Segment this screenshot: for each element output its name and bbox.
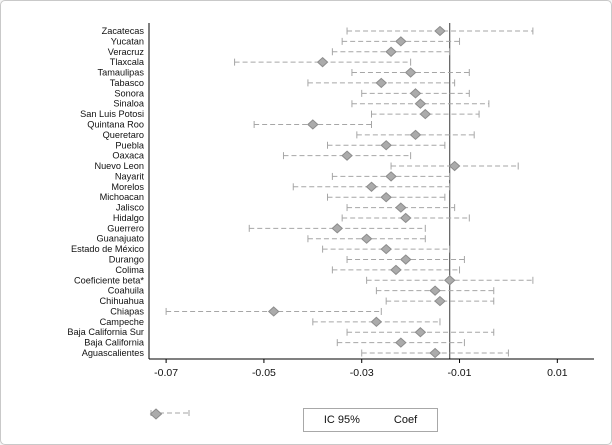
y-category-label: Colima: [115, 265, 144, 275]
coef-marker: [267, 306, 280, 317]
x-tick-label: 0.01: [547, 367, 568, 379]
y-category-label: Guanajuato: [96, 234, 144, 244]
x-tick-label: -0.07: [154, 367, 178, 379]
y-category-label: Coahuila: [108, 286, 145, 296]
y-category-label: Quintana Roo: [87, 119, 144, 129]
y-category-label: Estado de México: [71, 244, 144, 254]
y-category-label: Baja California Sur: [67, 327, 144, 337]
coef-marker: [370, 316, 383, 328]
y-category-label: Puebla: [115, 140, 144, 150]
y-category-label: Aguascalientes: [82, 348, 145, 358]
y-category-label: Chiapas: [110, 306, 144, 316]
y-category-label: Oaxaca: [112, 151, 145, 161]
y-category-label: Queretaro: [103, 130, 144, 140]
coef-marker: [404, 67, 417, 78]
x-tick-label: -0.05: [252, 367, 276, 379]
y-category-label: Durango: [109, 255, 144, 265]
legend-box: IC 95% Coef: [149, 408, 439, 432]
y-category-label: Veracruz: [108, 47, 145, 57]
y-category-label: Nuevo Leon: [94, 161, 144, 171]
coef-marker: [434, 295, 446, 307]
coef-marker: [395, 337, 407, 348]
coef-marker: [395, 36, 407, 47]
y-category-label: Hidalgo: [113, 213, 144, 223]
coef-marker: [414, 98, 427, 109]
legend: IC 95% Coef: [149, 408, 592, 432]
y-category-label: Sonora: [114, 88, 145, 98]
y-category-label: Guerrero: [107, 223, 144, 233]
coef-marker: [365, 181, 378, 192]
y-category-label: Nayarit: [115, 171, 145, 181]
y-category-label: Zacatecas: [102, 26, 145, 36]
coef-marker: [429, 285, 441, 296]
coef-marker: [307, 119, 319, 130]
legend-label-ic95: IC 95%: [323, 414, 360, 426]
coef-marker: [429, 347, 441, 359]
coef-marker: [316, 56, 329, 68]
coef-marker: [341, 150, 353, 161]
coef-marker: [390, 264, 402, 276]
coef-marker: [385, 171, 397, 182]
diamond-marker-icon: [149, 408, 163, 420]
coef-marker: [385, 46, 397, 57]
coef-marker: [443, 275, 456, 286]
x-tick-label: -0.03: [350, 367, 374, 379]
coef-marker: [448, 160, 461, 172]
coef-marker: [380, 192, 392, 203]
y-category-label: Tamaulipas: [98, 68, 145, 78]
coef-marker: [399, 212, 412, 224]
legend-label-coef: Coef: [393, 414, 418, 426]
coef-marker: [360, 233, 373, 244]
coef-marker: [395, 202, 407, 213]
y-category-label: Tabasco: [110, 78, 144, 88]
y-category-label: Jalisco: [116, 203, 144, 213]
coef-marker: [380, 140, 392, 151]
legend-item-coef: Coef: [149, 408, 418, 426]
coef-marker: [409, 129, 422, 141]
legend-item-ic95: IC 95%: [150, 410, 360, 426]
coef-marker: [380, 243, 392, 255]
coef-marker: [399, 254, 412, 265]
coef-marker: [375, 77, 388, 89]
y-category-label: Tlaxcala: [110, 57, 145, 67]
coef-marker: [414, 327, 427, 338]
y-category-label: Morelos: [111, 182, 144, 192]
x-tick-label: -0.01: [448, 367, 472, 379]
y-category-label: Yucatan: [111, 36, 144, 46]
coef-marker: [331, 223, 344, 234]
y-category-label: Baja California: [84, 338, 145, 348]
coef-marker: [409, 88, 422, 99]
y-category-label: San Luis Potosi: [80, 109, 144, 119]
coef-marker: [419, 108, 432, 120]
y-category-label: Michoacan: [100, 192, 144, 202]
y-category-label: Sinaloa: [113, 99, 145, 109]
y-category-label: Chihuahua: [100, 296, 145, 306]
coef-marker: [434, 25, 446, 37]
y-category-label: Campeche: [100, 317, 144, 327]
y-category-label: Coeficiente beta*: [74, 275, 144, 285]
